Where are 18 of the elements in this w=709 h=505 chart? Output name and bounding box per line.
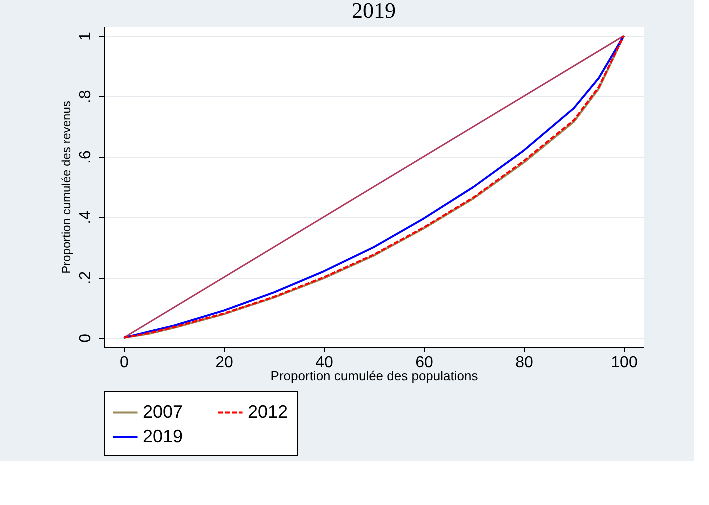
y-tick-label: .4 xyxy=(78,210,94,224)
legend-label: 2012 xyxy=(248,402,288,422)
y-axis-title: Proportion cumulée des revenus xyxy=(60,101,74,274)
x-tick-label: 20 xyxy=(216,354,234,372)
y-tick-label: 0 xyxy=(78,334,94,343)
x-tick-label: 100 xyxy=(611,354,638,372)
y-tick-label: 1 xyxy=(78,32,94,42)
x-tick-label: 80 xyxy=(516,354,534,372)
x-axis-title: Proportion cumulée des populations xyxy=(270,368,479,384)
legend-label: 2007 xyxy=(143,402,184,422)
y-tick-label: .6 xyxy=(78,150,94,164)
legend-label: 2019 xyxy=(143,426,184,446)
x-tick-label: 0 xyxy=(120,354,130,372)
y-tick-label: .8 xyxy=(78,90,94,104)
x-tick-label: 60 xyxy=(416,354,434,372)
chart-title: 2019 xyxy=(352,0,396,23)
x-tick-label: 40 xyxy=(316,354,334,372)
y-tick-label: .2 xyxy=(78,271,94,285)
